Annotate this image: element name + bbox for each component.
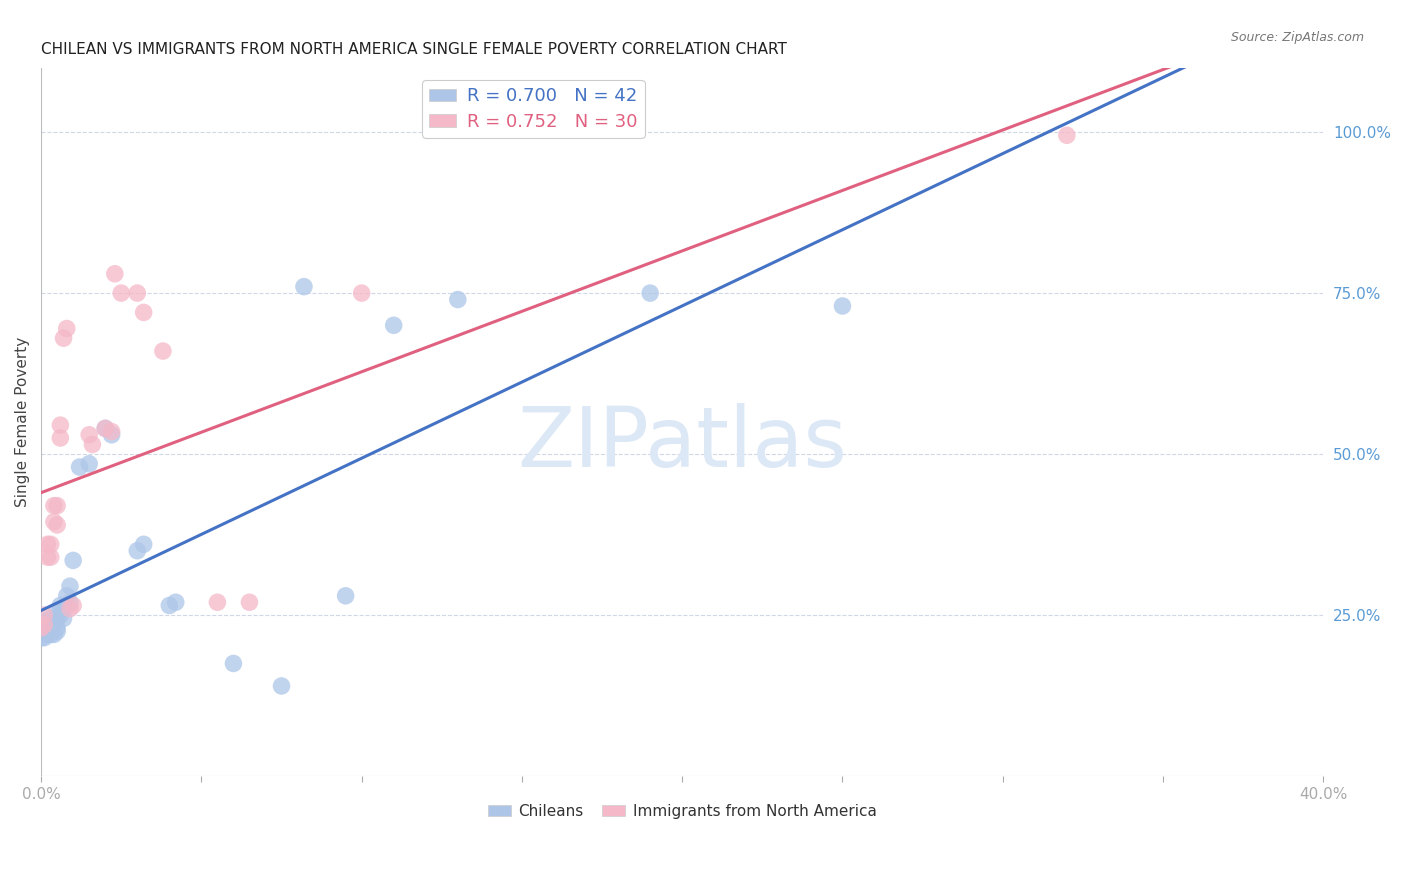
Point [94, 421, 117, 435]
Point [37, 550, 59, 565]
Point [42, 627, 65, 641]
Point [335, 589, 357, 603]
Point [42, 499, 65, 513]
Point [59, 579, 82, 593]
Point [132, 305, 155, 319]
Point [55, 599, 77, 613]
Point [46, 518, 69, 533]
Point [59, 601, 82, 615]
Point [55, 589, 77, 603]
Point [30, 621, 52, 635]
Point [382, 318, 405, 333]
Point [37, 621, 59, 635]
Point [104, 267, 127, 281]
Point [34, 615, 56, 629]
Point [165, 595, 187, 609]
Point [100, 425, 122, 439]
Point [46, 499, 69, 513]
Point [30, 621, 52, 635]
Point [100, 427, 122, 442]
Point [55, 321, 77, 335]
Point [831, 299, 853, 313]
Point [34, 608, 56, 623]
Point [110, 286, 132, 301]
Point [39, 537, 62, 551]
Point [52, 611, 75, 625]
Point [34, 631, 56, 645]
Point [49, 431, 72, 445]
Point [127, 286, 149, 301]
Point [46, 624, 69, 639]
Point [39, 627, 62, 641]
Point [62, 553, 84, 567]
Point [94, 421, 117, 435]
Point [127, 543, 149, 558]
Point [350, 286, 373, 301]
Point [39, 621, 62, 635]
Point [49, 418, 72, 433]
Point [447, 293, 470, 307]
Legend: Chileans, Immigrants from North America: Chileans, Immigrants from North America [482, 798, 883, 825]
Point [42, 617, 65, 632]
Point [132, 537, 155, 551]
Text: CHILEAN VS IMMIGRANTS FROM NORTH AMERICA SINGLE FEMALE POVERTY CORRELATION CHART: CHILEAN VS IMMIGRANTS FROM NORTH AMERICA… [41, 42, 787, 57]
Point [62, 599, 84, 613]
Point [49, 599, 72, 613]
Point [1056, 128, 1078, 143]
Point [37, 624, 59, 639]
Point [82, 437, 104, 451]
Point [46, 605, 69, 619]
Text: ZIPatlas: ZIPatlas [517, 402, 848, 483]
Point [39, 611, 62, 625]
Point [37, 537, 59, 551]
Point [77, 457, 100, 471]
Point [638, 286, 661, 301]
Point [292, 279, 315, 293]
Point [34, 624, 56, 639]
Y-axis label: Single Female Poverty: Single Female Poverty [15, 337, 30, 507]
Text: Source: ZipAtlas.com: Source: ZipAtlas.com [1230, 31, 1364, 45]
Point [46, 611, 69, 625]
Point [30, 631, 52, 645]
Point [49, 608, 72, 623]
Point [46, 621, 69, 635]
Point [222, 657, 245, 671]
Point [42, 515, 65, 529]
Point [207, 595, 229, 609]
Point [34, 617, 56, 632]
Point [69, 460, 91, 475]
Point [37, 627, 59, 641]
Point [52, 331, 75, 345]
Point [77, 427, 100, 442]
Point [52, 601, 75, 615]
Point [59, 595, 82, 609]
Point [270, 679, 292, 693]
Point [157, 599, 180, 613]
Point [238, 595, 260, 609]
Point [39, 550, 62, 565]
Point [152, 344, 174, 359]
